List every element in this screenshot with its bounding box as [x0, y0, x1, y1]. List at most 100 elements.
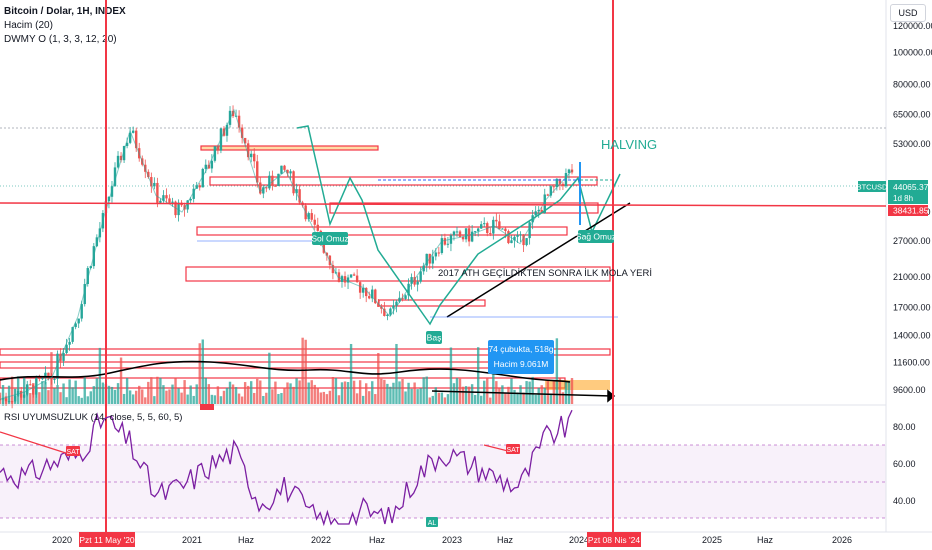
info-box[interactable]: [488, 340, 554, 374]
volume-bar: [198, 343, 201, 404]
candle-body: [540, 209, 543, 214]
volume-bar: [361, 395, 365, 404]
candle-body: [452, 231, 456, 236]
volume-bar: [265, 392, 268, 404]
volume-bar: [74, 380, 77, 404]
currency-button[interactable]: USD: [890, 4, 926, 22]
candle-body: [543, 194, 546, 214]
right-date-label: Pzt 08 Nis '24: [588, 535, 640, 545]
volume-bar: [274, 381, 277, 404]
volume-bar: [322, 391, 326, 404]
volume-bar: [59, 392, 62, 404]
candle-body: [165, 195, 168, 199]
candle-body: [268, 175, 271, 189]
candle-body: [313, 219, 316, 225]
price-tick: 21000.00: [893, 272, 931, 282]
candle-body: [122, 146, 126, 161]
candle-body: [253, 153, 256, 162]
volume-bar: [349, 343, 353, 404]
volume-bar: [125, 378, 129, 404]
candle-body: [32, 384, 35, 395]
volume-bar: [47, 390, 50, 404]
candle-body: [71, 327, 74, 342]
candle-body: [198, 185, 201, 188]
volume-bar: [62, 383, 65, 404]
candle-body: [555, 178, 559, 188]
countdown: 1d 8h: [893, 194, 913, 203]
candle-body: [147, 171, 150, 178]
candle-body: [331, 265, 335, 274]
price-candles: [0, 105, 574, 409]
candle-body: [259, 182, 262, 194]
volume-bar: [325, 394, 329, 404]
volume-bar: [507, 386, 510, 404]
volume-bar: [428, 397, 431, 404]
volume-bar: [234, 387, 238, 404]
volume-bar: [334, 377, 338, 404]
candle-body: [525, 238, 528, 246]
candle-body: [558, 178, 562, 184]
volume-bar: [116, 383, 120, 404]
time-tick: Haz: [757, 535, 774, 545]
candle-body: [361, 288, 365, 293]
volume-bar: [461, 386, 465, 404]
time-tick: 2026: [832, 535, 852, 545]
left-shoulder-label: Sol Omuz: [311, 234, 348, 244]
time-axis[interactable]: 2020 2021 Haz 2022 Haz 2023 Haz 2024 2025 Haz 2026: [52, 535, 852, 545]
volume-bar: [216, 386, 220, 404]
volume-bar: [210, 394, 214, 404]
candle-body: [368, 296, 371, 299]
volume-bar: [467, 386, 471, 404]
volume-bar: [319, 392, 323, 404]
candle-body: [162, 195, 165, 201]
candle-body: [567, 169, 571, 174]
volume-bar: [231, 384, 235, 404]
time-tick: 2023: [442, 535, 462, 545]
volume-bar: [29, 393, 32, 404]
volume-bar: [150, 377, 153, 404]
price-tick: 53000.00: [893, 139, 931, 149]
volume-bar: [280, 393, 283, 404]
candle-body: [271, 175, 274, 186]
candle-body: [23, 394, 26, 398]
volume-bar: [407, 382, 410, 404]
volume-bar: [159, 377, 162, 404]
volume-bar: [386, 383, 389, 404]
candle-body: [522, 234, 525, 246]
volume-bar: [246, 385, 250, 404]
volume-bar: [555, 338, 559, 404]
candle-body: [47, 372, 50, 379]
candle-body: [489, 233, 492, 235]
candle-body: [213, 146, 217, 161]
candle-body: [507, 231, 510, 244]
candle-body: [295, 189, 298, 194]
volume-bar: [443, 397, 447, 404]
candle-body: [528, 222, 531, 239]
volume-bar: [144, 397, 147, 404]
candle-body: [383, 308, 386, 316]
candle-body: [537, 209, 540, 212]
volume-bar: [516, 392, 519, 404]
candle-body: [504, 228, 507, 232]
volume-bar: [513, 389, 516, 404]
candle-body: [50, 378, 53, 380]
volume-bar: [219, 396, 223, 404]
volume-bar: [237, 393, 241, 404]
volume-bar: [331, 377, 335, 404]
volume-bar: [0, 392, 2, 404]
volume-bar: [195, 384, 198, 404]
volume-bar: [531, 376, 534, 404]
candle-body: [74, 323, 77, 328]
candle-body: [150, 177, 153, 187]
candle-body: [231, 110, 235, 117]
candle-body: [365, 288, 368, 297]
volume-bar: [56, 385, 59, 404]
candle-body: [186, 200, 189, 210]
candle-body: [192, 188, 195, 199]
volume-bar: [83, 377, 86, 404]
volume-bar: [525, 381, 528, 404]
top-marker: [200, 404, 214, 410]
right-shoulder-badge: [578, 230, 614, 243]
right-shoulder-label: Sağ Omuz: [576, 232, 616, 242]
